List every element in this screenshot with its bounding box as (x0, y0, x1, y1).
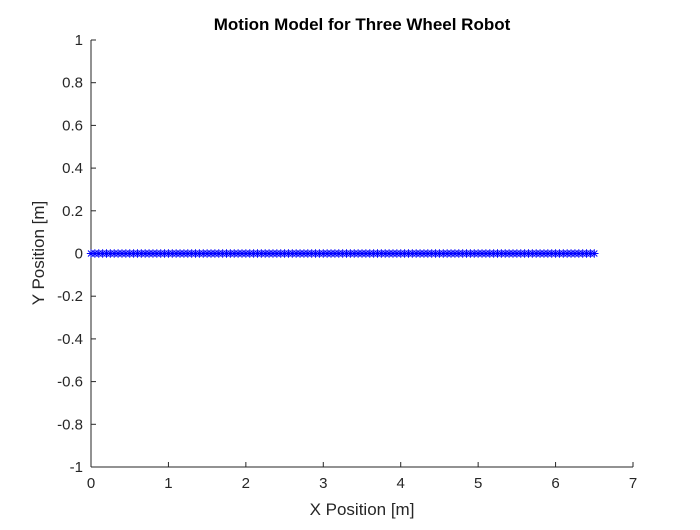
data-point (590, 249, 599, 258)
x-tick-label: 3 (319, 475, 327, 492)
y-axis-title: Y Position [m] (29, 201, 48, 306)
y-tick-label: -0.2 (57, 288, 83, 305)
y-tick-label: -0.8 (57, 416, 83, 433)
chart-title: Motion Model for Three Wheel Robot (214, 15, 511, 34)
x-tick-label: 4 (397, 475, 405, 492)
x-tick-label: 5 (474, 475, 482, 492)
y-tick-label: -1 (70, 459, 83, 476)
y-tick-label: 0.4 (62, 160, 83, 177)
y-tick-label: -0.4 (57, 331, 83, 348)
axes: 0 1 2 3 4 5 6 7 1 0.8 0.6 0.4 0.2 0 -0.2 -0.4 -0.6 -0.8 -1 (57, 32, 637, 492)
y-tick-label: 0.8 (62, 75, 83, 92)
y-tick-label: 0.6 (62, 117, 83, 134)
y-tick-label: -0.6 (57, 374, 83, 391)
x-tick-label: 1 (164, 475, 172, 492)
y-tick-label: 1 (75, 32, 83, 49)
y-tick-label: 0.2 (62, 203, 83, 220)
x-tick-label: 2 (242, 475, 250, 492)
y-tick-label: 0 (75, 246, 83, 263)
x-tick-label: 0 (87, 475, 95, 492)
x-axis-title: X Position [m] (310, 500, 415, 519)
x-tick-label: 7 (629, 475, 637, 492)
data-series (86, 249, 599, 258)
x-tick-label: 6 (551, 475, 559, 492)
